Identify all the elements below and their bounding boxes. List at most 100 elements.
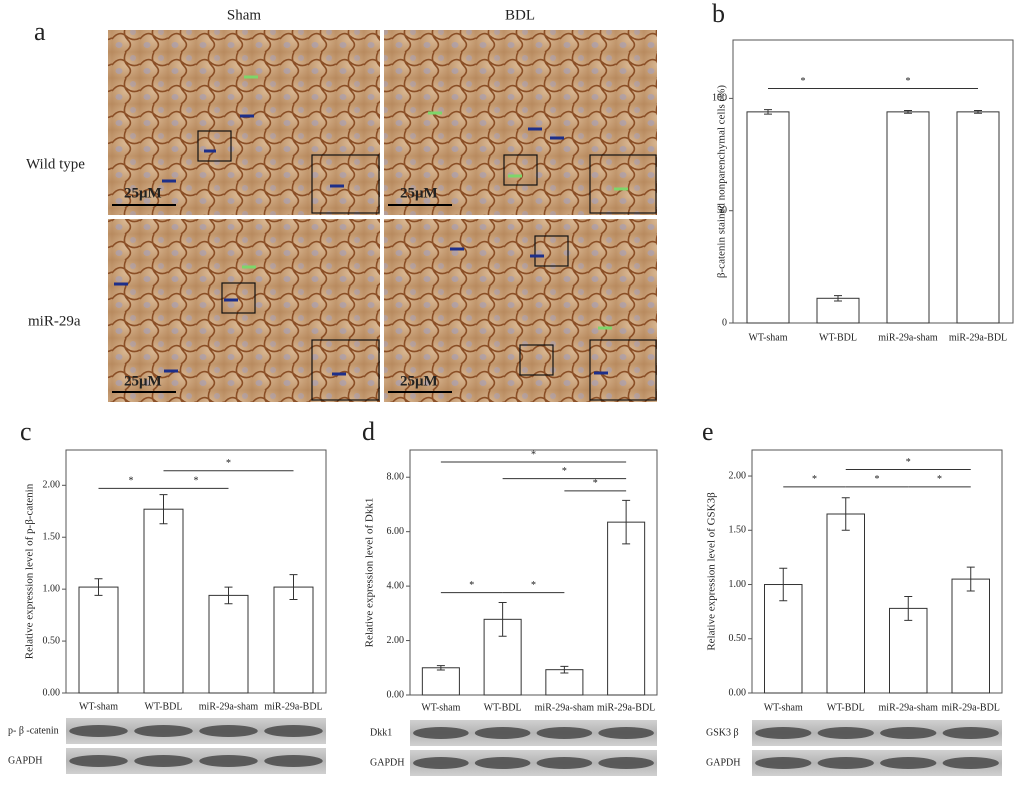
y-tick-label: 2.00 xyxy=(729,470,747,481)
panel-letter: a xyxy=(34,17,46,46)
y-axis-label: β-catenin stained nonparenchymal cells (… xyxy=(716,85,728,278)
blot-band xyxy=(817,757,874,769)
error-bar xyxy=(904,595,913,621)
plot-frame xyxy=(732,39,1014,324)
plot-frame xyxy=(751,449,1003,694)
x-tick-label: miR-29a-sham xyxy=(878,332,938,343)
blot-band xyxy=(942,727,999,739)
arrows xyxy=(114,75,628,376)
x-tick-label: WT-BDL xyxy=(145,701,183,712)
blot-band xyxy=(413,727,469,739)
bar xyxy=(78,586,119,694)
bar xyxy=(956,111,1000,324)
x-tick-label: miR-29a-sham xyxy=(879,702,939,713)
error-bar xyxy=(841,497,850,531)
panel-letter: d xyxy=(362,417,375,446)
bar xyxy=(607,521,646,696)
micrograph xyxy=(108,30,380,215)
bar xyxy=(826,513,865,694)
y-tick-label: 100 xyxy=(712,93,727,104)
error-bar xyxy=(966,566,975,592)
y-tick-label: 50 xyxy=(717,205,727,216)
micrograph xyxy=(384,30,657,215)
bar xyxy=(746,111,790,324)
blot-band xyxy=(134,725,193,737)
y-axis-label: Relative expression level of Dkk1 xyxy=(364,498,376,648)
significance-label: * xyxy=(226,458,231,469)
error-bar xyxy=(560,665,569,674)
bar xyxy=(886,111,930,324)
insets xyxy=(197,130,657,401)
y-tick-label: 6.00 xyxy=(387,526,405,537)
y-tick-label: 0.00 xyxy=(43,687,61,698)
blot-band xyxy=(880,757,937,769)
significance-label: * xyxy=(801,76,806,87)
row-label: miR-29a xyxy=(28,313,81,329)
blot-band xyxy=(69,725,128,737)
significance-label: * xyxy=(194,476,199,487)
error-bar xyxy=(94,578,103,596)
blot-band xyxy=(755,757,812,769)
x-tick-label: miR-29a-BDL xyxy=(942,702,1000,713)
significance-label: * xyxy=(562,466,567,477)
y-tick-label: 1.50 xyxy=(729,525,747,536)
blot-band xyxy=(817,727,874,739)
y-tick-label: 0.50 xyxy=(43,635,61,646)
significance-label: * xyxy=(593,478,598,489)
scale-label: 25μM xyxy=(400,373,438,389)
blot-band xyxy=(264,725,323,737)
bar xyxy=(143,508,184,694)
significance-label: * xyxy=(875,474,880,485)
y-tick-label: 1.00 xyxy=(729,579,747,590)
y-tick-label: 0 xyxy=(722,317,727,328)
error-bar xyxy=(779,567,788,602)
blot-label: GAPDH xyxy=(370,757,404,768)
error-bar xyxy=(159,494,168,525)
column-label: BDL xyxy=(505,7,535,23)
y-tick-label: 2.00 xyxy=(43,480,61,491)
error-bar xyxy=(436,665,445,671)
error-bar xyxy=(764,109,772,115)
blot-label: p- β -catenin xyxy=(8,725,59,736)
error-bar xyxy=(622,499,631,545)
blot-label: GAPDH xyxy=(8,755,42,766)
bar xyxy=(951,578,990,694)
error-bar xyxy=(289,574,298,601)
bar xyxy=(208,594,249,694)
panel-letter: e xyxy=(702,417,714,446)
plot-frame xyxy=(65,449,327,694)
blot-band xyxy=(199,755,258,767)
error-bar xyxy=(974,110,982,114)
x-tick-label: miR-29a-sham xyxy=(199,701,259,712)
panel-a: a Sham BDL Wild type miR-29a 25μM 25μM 2… xyxy=(26,7,657,402)
significance-label: * xyxy=(531,580,536,591)
bar xyxy=(816,297,860,324)
x-tick-label: miR-29a-BDL xyxy=(597,702,655,713)
scale-label: 25μM xyxy=(124,373,162,389)
blot-label: GSK3 β xyxy=(706,727,739,738)
panel-letter: c xyxy=(20,417,32,446)
x-tick-label: WT-sham xyxy=(79,701,118,712)
blot-band xyxy=(536,727,593,739)
blot-band xyxy=(598,757,654,769)
micrograph xyxy=(108,219,380,402)
scale-bars xyxy=(112,204,452,393)
x-tick-label: WT-sham xyxy=(748,332,787,343)
blot-band xyxy=(413,757,469,769)
significance-label: * xyxy=(469,580,474,591)
blot-band xyxy=(199,725,258,737)
significance-label: * xyxy=(531,449,536,460)
row-label: Wild type xyxy=(26,156,85,172)
y-tick-label: 4.00 xyxy=(387,580,405,591)
x-tick-label: WT-BDL xyxy=(819,332,857,343)
blot-band xyxy=(474,757,531,769)
blot-band xyxy=(264,755,323,767)
x-tick-label: miR-29a-BDL xyxy=(264,701,322,712)
significance-label: * xyxy=(812,474,817,485)
plot-frame xyxy=(409,449,658,696)
panel-letter: b xyxy=(712,0,725,28)
y-tick-label: 0.50 xyxy=(729,633,747,644)
significance-label: * xyxy=(906,457,911,468)
blot-band xyxy=(69,755,128,767)
y-tick-label: 1.50 xyxy=(43,532,61,543)
